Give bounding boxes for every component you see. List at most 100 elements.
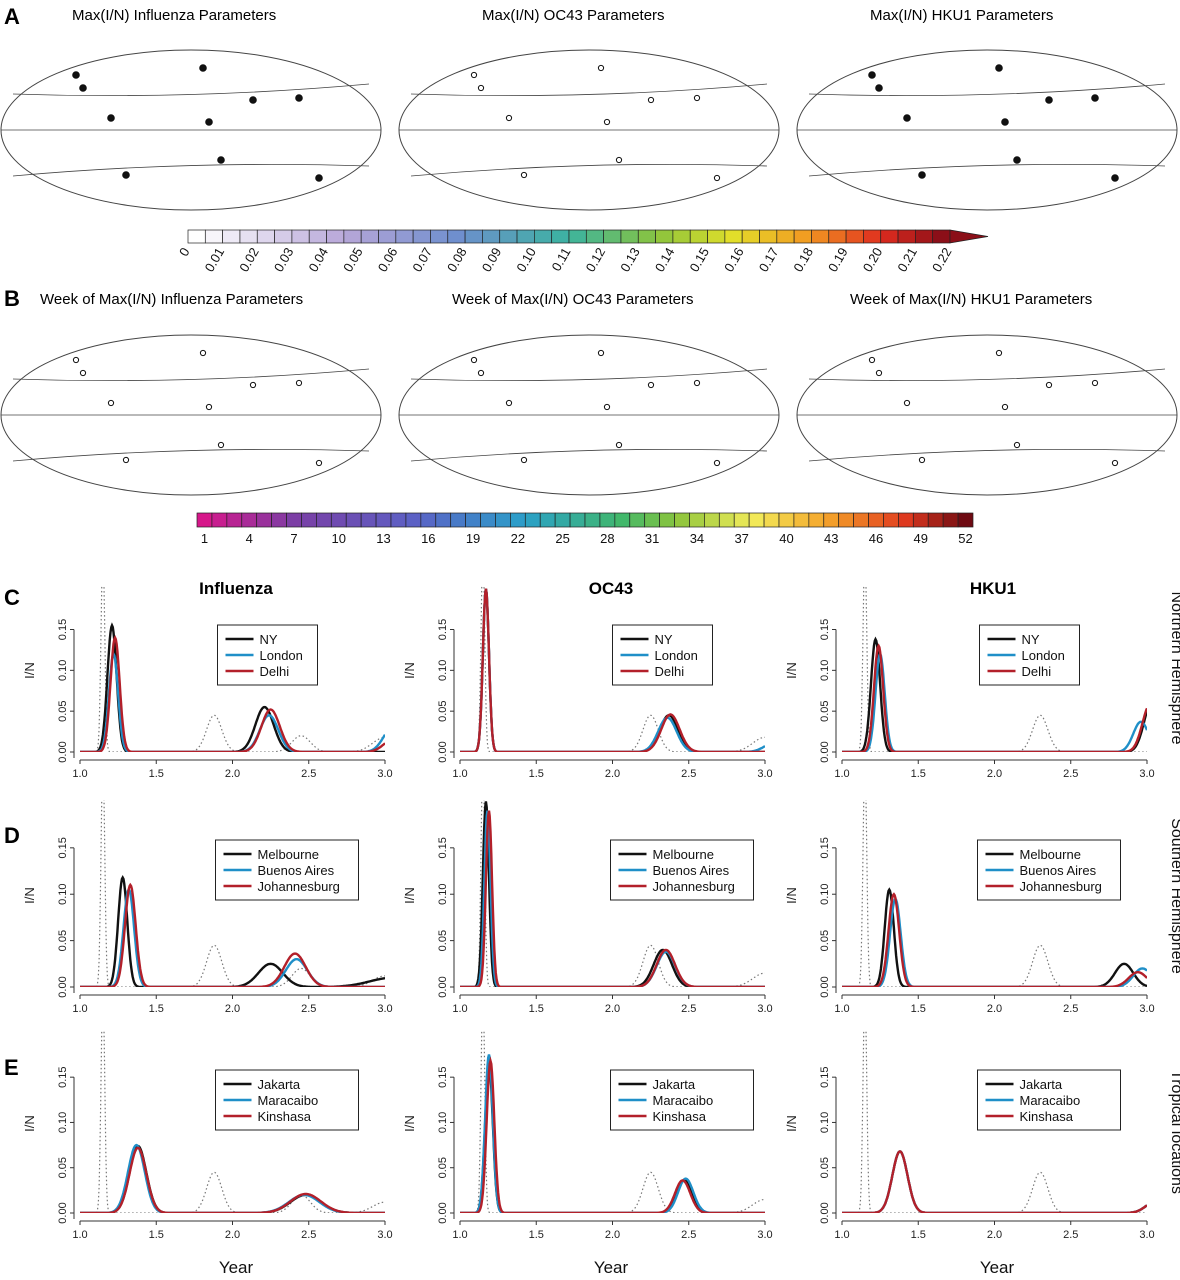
x-tick-label: 1.0 (72, 1229, 87, 1241)
plot-area (842, 1030, 1147, 1213)
city-marker (1013, 156, 1021, 164)
city-marker (995, 349, 1003, 357)
y-tick-label: 0.15 (57, 837, 69, 858)
colorbar-swatch (343, 229, 362, 244)
colorbar-swatch (499, 229, 518, 244)
x-tick-label: 1.5 (149, 768, 164, 780)
colorbar-swatch (689, 229, 708, 244)
colorbar-tick-label: 0.15 (686, 245, 712, 274)
city-marker (72, 356, 80, 364)
colorbar-swatch (256, 512, 272, 528)
legend-entry: Johannesburg (653, 879, 735, 894)
map-title-a-oc43: Max(I/N) OC43 Parameters (482, 7, 665, 24)
colorbar-tick-label: 52 (958, 531, 972, 546)
colorbar-swatch (274, 229, 293, 244)
colorbar-swatch (927, 512, 944, 528)
row-label-southern: Southern Hemisphere (1168, 818, 1180, 974)
colorbar-swatch (554, 512, 571, 528)
column-title-oc43: OC43 (589, 579, 633, 598)
colorbar-swatch (585, 229, 604, 244)
colorbar-swatch (420, 512, 437, 528)
x-tick-label: 1.5 (529, 1229, 544, 1241)
x-tick-label: 3.0 (757, 1229, 772, 1241)
y-axis-label: I/N (402, 887, 417, 904)
legend-entry: Maracaibo (653, 1093, 714, 1108)
city-marker (603, 403, 611, 411)
plot-area (80, 800, 385, 987)
colorbar-swatch (330, 512, 347, 528)
x-tick-label: 2.5 (1063, 768, 1078, 780)
city-marker (918, 171, 926, 179)
city-marker (217, 156, 225, 164)
city-marker (520, 171, 528, 179)
colorbar-tick-label: 0.13 (617, 245, 643, 274)
x-tick-label: 2.5 (1063, 1229, 1078, 1241)
colorbar-tick-label: 0.12 (583, 245, 609, 274)
x-tick-label: 1.0 (834, 1003, 849, 1015)
series-line-maracaibo (842, 1150, 1147, 1213)
y-tick-label: 0.15 (57, 619, 69, 640)
city-marker (79, 369, 87, 377)
colorbar-swatch (551, 229, 570, 244)
legend-entry: Jakarta (653, 1077, 696, 1092)
colorbar-tick-label: 0.01 (202, 245, 228, 274)
x-tick-label: 2.5 (301, 1229, 316, 1241)
colorbar-tick-label: 0 (176, 245, 193, 259)
legend-entry: London (1022, 648, 1065, 663)
colorbar-tick-label: 0.18 (790, 245, 816, 274)
y-tick-label: 0.10 (819, 660, 831, 681)
city-marker (315, 174, 323, 182)
x-tick-label: 2.0 (225, 768, 240, 780)
colorbar-swatch (412, 229, 431, 244)
legend-entry: NY (260, 632, 278, 647)
x-tick-label: 1.0 (452, 1229, 467, 1241)
y-tick-label: 0.10 (819, 1112, 831, 1133)
legend-entry: Melbourne (653, 847, 714, 862)
colorbar-swatch (853, 512, 869, 528)
colorbar-tick-label: 1 (201, 531, 208, 546)
legend-entry: Jakarta (1020, 1077, 1063, 1092)
x-tick-label: 2.0 (987, 1003, 1002, 1015)
colorbar-swatch (838, 512, 854, 528)
colorbar-swatch (776, 229, 795, 244)
colorbars: 0 0.01 0.02 0.03 0.04 0.05 0.06 0.07 0.08 0.09 0.1… (176, 229, 989, 546)
x-tick-label: 2.5 (301, 1003, 316, 1015)
city-marker (868, 356, 876, 364)
x-tick-label: 2.0 (605, 768, 620, 780)
series-line-delhi (80, 635, 385, 752)
legend-entry: Kinshasa (1020, 1109, 1074, 1124)
city-marker (693, 94, 701, 102)
colorbar-tick-label: 46 (869, 531, 883, 546)
colorbar-tick-label: 37 (734, 531, 748, 546)
x-tick-label: 1.0 (72, 1003, 87, 1015)
row-label-tropical: Tropical locations (1168, 1070, 1180, 1194)
colorbar-swatch (464, 229, 483, 244)
y-axis-label: I/N (402, 662, 417, 679)
city-marker (505, 399, 513, 407)
colorbar-tick-label: 0.09 (479, 245, 505, 274)
city-marker (470, 356, 478, 364)
x-axis-label-hku1: Year (980, 1258, 1015, 1277)
colorbar-swatch (733, 512, 750, 528)
colorbar-swatch (759, 229, 778, 244)
city-marker (1001, 118, 1009, 126)
plot-area (80, 585, 385, 752)
colorbar-swatch (880, 229, 899, 244)
legend-entry: Delhi (655, 664, 685, 679)
colorbar-swatch (932, 229, 951, 244)
colorbar-swatch (524, 512, 541, 528)
colorbar-swatch (360, 512, 377, 528)
colorbar-tick-label: 7 (290, 531, 297, 546)
y-tick-label: 0.10 (437, 660, 449, 681)
city-marker (477, 369, 485, 377)
world-map (0, 49, 382, 211)
chart-panel-e-hku1: 0.00 0.05 0.10 0.15 1.0 1.5 2.0 2.5 3.0 I/N Jakart… (784, 1030, 1155, 1241)
legend-entry: Kinshasa (653, 1109, 707, 1124)
colorbar-swatch (672, 229, 691, 244)
colorbar-tick-label: 0.07 (409, 245, 435, 274)
y-tick-label: 0.00 (819, 976, 831, 997)
x-tick-label: 1.0 (72, 768, 87, 780)
colorbar-tick-label: 0.11 (548, 245, 573, 274)
x-tick-label: 1.0 (834, 768, 849, 780)
x-tick-label: 2.0 (605, 1229, 620, 1241)
